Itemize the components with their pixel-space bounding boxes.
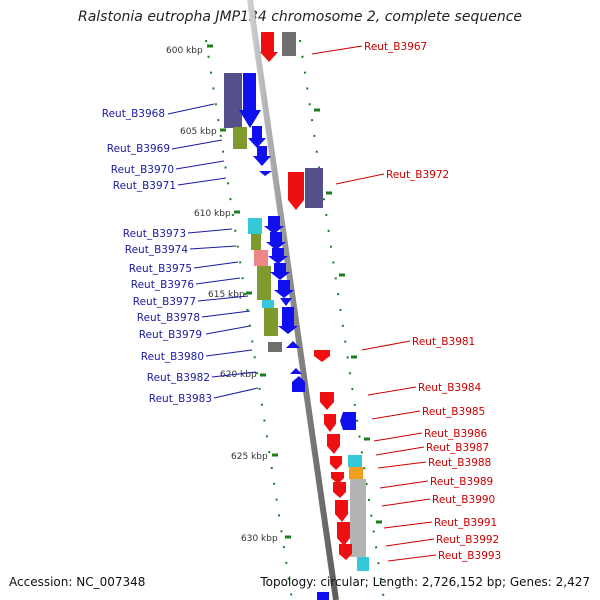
gene-reut-b3989 xyxy=(331,472,344,484)
scale-label-625: 625 kbp xyxy=(231,452,268,462)
gene-reut-b3990 xyxy=(333,482,346,498)
gene-reut-b3975 xyxy=(268,248,288,264)
label-reut-b3990[interactable]: Reut_B3990 xyxy=(432,494,495,506)
gene-reut-b3983 xyxy=(292,376,305,392)
gene-reut-b3993 xyxy=(339,544,352,560)
label-reut-b3975[interactable]: Reut_B3975 xyxy=(129,263,192,275)
gene-reut-b3974 xyxy=(266,232,286,250)
gene-reut-b3976 xyxy=(270,263,290,280)
scale-label-620: 620 kbp xyxy=(220,370,257,380)
label-reut-b3986[interactable]: Reut_B3986 xyxy=(424,428,488,440)
gene-reut-b3988 xyxy=(330,456,342,470)
label-reut-b3988[interactable]: Reut_B3988 xyxy=(428,457,491,469)
label-reut-b3976[interactable]: Reut_B3976 xyxy=(131,279,195,291)
label-reut-b3978[interactable]: Reut_B3978 xyxy=(137,312,200,324)
cog-bars-left xyxy=(224,73,282,352)
scale-label-630: 630 kbp xyxy=(241,534,278,544)
label-reut-b3973[interactable]: Reut_B3973 xyxy=(123,228,186,240)
gene-reut-b3992 xyxy=(337,522,350,546)
label-reut-b3993[interactable]: Reut_B3993 xyxy=(438,550,501,562)
gene-reut-b3979 xyxy=(278,307,298,334)
gene-reut-b3972 xyxy=(288,172,304,210)
label-reut-b3992[interactable]: Reut_B3992 xyxy=(436,534,499,546)
gene-reut-b3980 xyxy=(286,341,300,348)
forward-genes[interactable] xyxy=(239,73,356,430)
gene-reut-b3973 xyxy=(264,216,284,234)
gene-reut-b3967 xyxy=(260,32,278,62)
label-reut-b3980[interactable]: Reut_B3980 xyxy=(141,351,204,363)
offscreen-gene-marker xyxy=(317,592,329,600)
label-reut-b3983[interactable]: Reut_B3983 xyxy=(149,393,212,405)
scale-label-610: 610 kbp xyxy=(194,209,231,219)
map-title: Ralstonia eutropha JMP134 chromosome 2, … xyxy=(77,9,522,25)
label-reut-b3969[interactable]: Reut_B3969 xyxy=(107,143,170,155)
gene-reut-b3978 xyxy=(280,298,292,306)
gene-reut-b3971 xyxy=(259,171,272,176)
label-reut-b3977[interactable]: Reut_B3977 xyxy=(133,296,196,308)
major-ticks xyxy=(207,44,382,539)
label-reut-b3979[interactable]: Reut_B3979 xyxy=(139,329,202,341)
gene-reut-b3981 xyxy=(314,350,330,362)
label-reut-b3970[interactable]: Reut_B3970 xyxy=(111,164,174,176)
summary-text: Topology: circular; Length: 2,726,152 bp… xyxy=(260,575,590,589)
label-reut-b3991[interactable]: Reut_B3991 xyxy=(434,517,497,529)
accession-text: Accession: NC_007348 xyxy=(9,575,146,589)
reverse-genes[interactable] xyxy=(260,32,352,560)
gene-reut-b3977 xyxy=(274,280,294,298)
scale-label-605: 605 kbp xyxy=(180,127,217,137)
gene-reut-b3991 xyxy=(335,500,348,522)
label-reut-b3985[interactable]: Reut_B3985 xyxy=(422,406,485,418)
label-reut-b3989[interactable]: Reut_B3989 xyxy=(430,476,493,488)
cog-bars-right xyxy=(282,32,369,571)
gene-reut-b3984 xyxy=(320,392,334,410)
scale-label-600: 600 kbp xyxy=(166,46,203,56)
gene-reut-b3987 xyxy=(327,434,340,454)
label-reut-b3984[interactable]: Reut_B3984 xyxy=(418,382,482,394)
chromosome-backbone xyxy=(247,0,339,600)
gene-reut-b3970 xyxy=(253,146,271,166)
label-reut-b3972[interactable]: Reut_B3972 xyxy=(386,169,449,181)
label-reut-b3968[interactable]: Reut_B3968 xyxy=(102,108,165,120)
label-reut-b3981[interactable]: Reut_B3981 xyxy=(412,336,475,348)
gene-reut-b3986 xyxy=(324,414,336,432)
label-reut-b3982[interactable]: Reut_B3982 xyxy=(147,372,210,384)
right-label-leaders xyxy=(311,45,437,562)
gene-reut-b3968 xyxy=(239,73,261,128)
label-reut-b3987[interactable]: Reut_B3987 xyxy=(426,442,489,454)
label-reut-b3967[interactable]: Reut_B3967 xyxy=(364,41,427,53)
label-reut-b3971[interactable]: Reut_B3971 xyxy=(113,180,176,192)
gene-reut-b3982 xyxy=(290,368,302,374)
label-reut-b3974[interactable]: Reut_B3974 xyxy=(125,244,189,256)
gene-reut-b3969 xyxy=(248,126,266,148)
gene-reut-b3985 xyxy=(340,412,356,430)
left-label-leaders xyxy=(167,103,259,399)
scale-label-615: 615 kbp xyxy=(208,290,245,300)
